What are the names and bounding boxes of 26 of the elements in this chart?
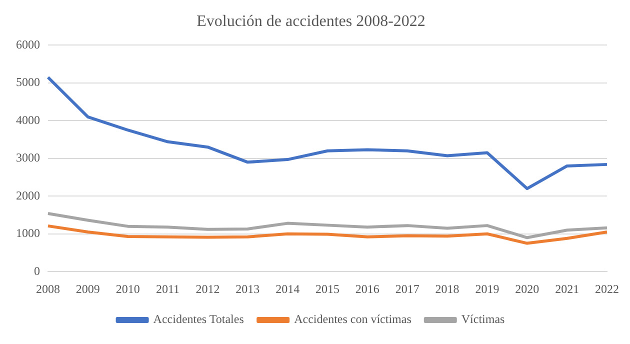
y-tick-label: 6000 [16, 37, 40, 52]
x-tick-label: 2017 [395, 282, 420, 296]
y-tick-label: 3000 [16, 150, 40, 165]
x-tick-label: 2018 [435, 282, 460, 296]
y-tick-label: 5000 [16, 75, 40, 90]
x-tick-label: 2011 [156, 282, 180, 296]
x-tick-label: 2022 [595, 282, 619, 296]
x-tick-label: 2015 [316, 282, 340, 296]
x-tick-label: 2019 [475, 282, 500, 296]
y-tick-label: 0 [34, 264, 40, 278]
legend-label: Accidentes con víctimas [294, 312, 412, 326]
x-tick-label: 2014 [276, 282, 300, 296]
legend-label: Víctimas [461, 312, 506, 326]
y-tick-label: 4000 [16, 112, 40, 127]
legend-label: Accidentes Totales [153, 312, 244, 326]
x-tick-label: 2012 [196, 282, 220, 296]
x-tick-label: 2008 [36, 282, 60, 296]
chart-title: Evolución de accidentes 2008-2022 [196, 12, 426, 30]
x-tick-label: 2009 [76, 282, 100, 296]
x-tick-label: 2021 [555, 282, 580, 296]
x-tick-label: 2016 [355, 282, 380, 296]
x-tick-label: 2010 [116, 282, 140, 296]
y-tick-label: 2000 [16, 188, 40, 202]
x-tick-label: 2020 [515, 282, 540, 296]
y-tick-label: 1000 [16, 226, 40, 240]
x-tick-label: 2013 [236, 282, 260, 296]
